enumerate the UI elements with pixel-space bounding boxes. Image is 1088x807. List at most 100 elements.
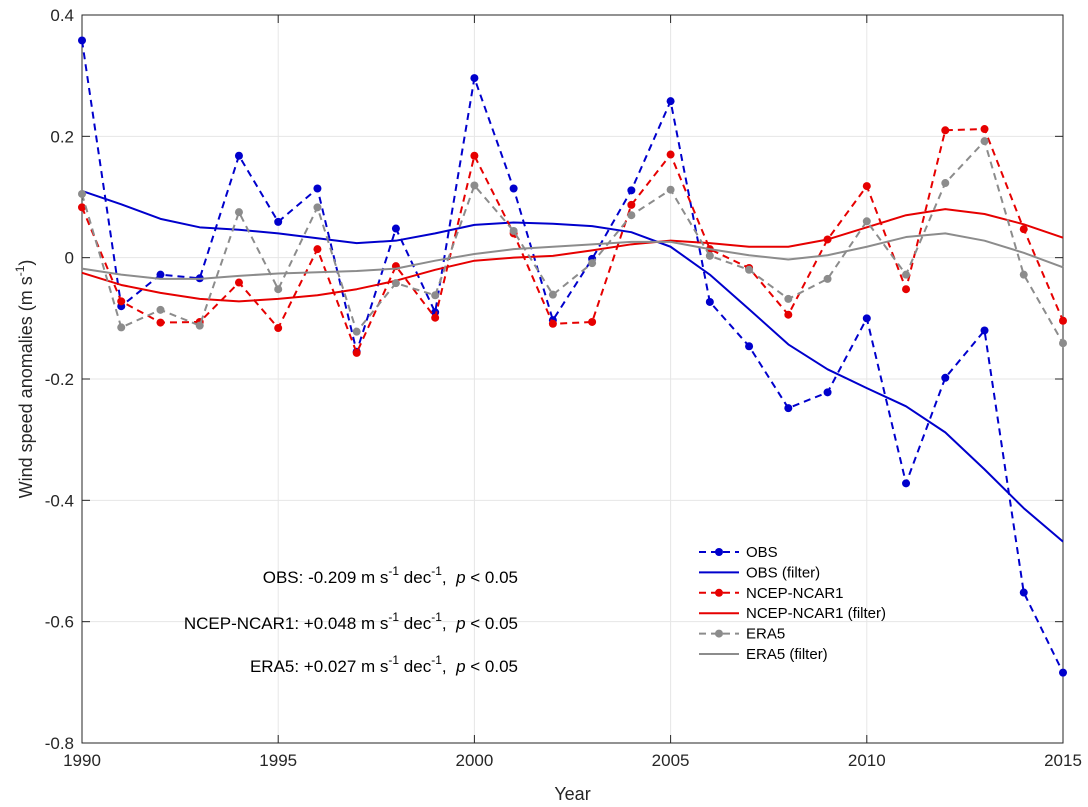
trend-spacer: [447, 657, 456, 676]
series-filter-line: [81, 232, 1064, 280]
legend-item: ERA5 (filter): [699, 646, 828, 663]
series-dashed-line: [81, 140, 1064, 344]
data-point: [980, 125, 989, 134]
data-point: [745, 342, 754, 351]
trend-text: OBS: -0.209 m s: [263, 568, 389, 587]
data-point: [1019, 588, 1028, 597]
trend-text: dec: [399, 657, 432, 676]
trend-superscript: -1: [431, 610, 442, 624]
data-point: [862, 217, 871, 226]
legend-label: ERA5 (filter): [746, 646, 828, 663]
data-point: [234, 208, 243, 217]
x-axis-title: Year: [554, 784, 590, 804]
data-point: [666, 150, 675, 159]
x-axis-title-text: Year: [554, 784, 590, 804]
data-point: [548, 319, 557, 328]
y-axis-title-end: ): [16, 260, 36, 266]
trend-superscript: -1: [431, 653, 442, 667]
trend-text: < 0.05: [466, 568, 518, 587]
data-point: [117, 323, 126, 332]
series-2: [78, 125, 1067, 357]
data-point: [431, 313, 440, 322]
data-point: [509, 184, 518, 193]
trend-annotation: OBS: -0.209 m s-1 dec-1, p < 0.05: [263, 564, 518, 587]
data-point: [666, 185, 675, 194]
data-point: [1019, 270, 1028, 279]
data-point: [313, 245, 322, 254]
data-point: [823, 388, 832, 397]
x-tick-label: 2015: [1044, 751, 1082, 770]
data-point: [902, 479, 911, 488]
data-point: [705, 297, 714, 306]
trend-text: ERA5: +0.027 m s: [250, 657, 388, 676]
trend-annotations: OBS: -0.209 m s-1 dec-1, p < 0.05NCEP-NC…: [184, 564, 518, 676]
data-point: [980, 137, 989, 146]
data-point: [78, 203, 86, 212]
x-tick-label: 2000: [455, 751, 493, 770]
data-point: [823, 274, 832, 283]
data-point: [588, 317, 597, 326]
data-point: [391, 224, 400, 233]
data-point: [784, 404, 793, 413]
legend-label: NCEP-NCAR1 (filter): [746, 605, 886, 622]
x-tick-label: 2005: [652, 751, 690, 770]
trend-superscript: -1: [388, 610, 399, 624]
data-point: [862, 314, 871, 323]
trend-text: dec: [399, 568, 432, 587]
legend-marker: [715, 548, 723, 556]
series-filter-line: [81, 189, 1064, 543]
legend-marker: [715, 588, 723, 597]
p-value-symbol: p: [455, 614, 465, 633]
data-point: [745, 265, 754, 274]
legend-item: NCEP-NCAR1 (filter): [699, 605, 886, 622]
legend-item: OBS (filter): [699, 564, 820, 581]
y-tick-label: -0.6: [45, 613, 74, 632]
p-value-symbol: p: [455, 657, 465, 676]
data-point: [627, 211, 636, 220]
data-point: [156, 318, 165, 327]
data-point: [313, 203, 322, 212]
data-point: [78, 189, 86, 198]
y-tick-label: 0.2: [50, 127, 74, 146]
data-point: [1059, 339, 1067, 348]
legend-marker: [715, 629, 723, 638]
x-tick-label: 1995: [259, 751, 297, 770]
data-point: [470, 181, 479, 190]
data-point: [78, 36, 86, 45]
series-5: [81, 232, 1064, 280]
data-point: [666, 97, 675, 106]
data-point: [391, 279, 400, 288]
series-filter-line: [81, 208, 1064, 303]
data-point: [1059, 316, 1067, 325]
legend-item: ERA5: [699, 626, 785, 643]
data-point: [274, 285, 283, 294]
trend-annotation: NCEP-NCAR1: +0.048 m s-1 dec-1, p < 0.05: [184, 610, 518, 633]
data-point: [470, 151, 479, 160]
series-layer: [78, 36, 1067, 677]
trend-spacer: [447, 568, 456, 587]
legend-label: ERA5: [746, 626, 785, 643]
trend-annotation: ERA5: +0.027 m s-1 dec-1, p < 0.05: [250, 653, 518, 676]
data-point: [784, 294, 793, 303]
trend-text: < 0.05: [466, 614, 518, 633]
data-point: [627, 200, 636, 209]
data-point: [156, 305, 165, 314]
data-point: [1059, 668, 1067, 677]
series-dashed-line: [81, 128, 1064, 354]
y-axis-title: Wind speed anomalies (m s-1): [13, 260, 36, 499]
y-tick-label: 0.4: [50, 6, 74, 25]
data-point: [548, 290, 557, 299]
series-1: [81, 189, 1064, 543]
data-point: [941, 373, 950, 382]
trend-text: NCEP-NCAR1: +0.048 m s: [184, 614, 389, 633]
x-tick-label: 1990: [63, 751, 101, 770]
trend-text: ,: [442, 614, 447, 633]
y-tick-label: -0.8: [45, 734, 74, 753]
data-point: [313, 184, 322, 193]
trend-text: dec: [399, 614, 432, 633]
series-3: [81, 208, 1064, 303]
legend-label: NCEP-NCAR1: [746, 585, 844, 602]
data-point: [784, 310, 793, 319]
